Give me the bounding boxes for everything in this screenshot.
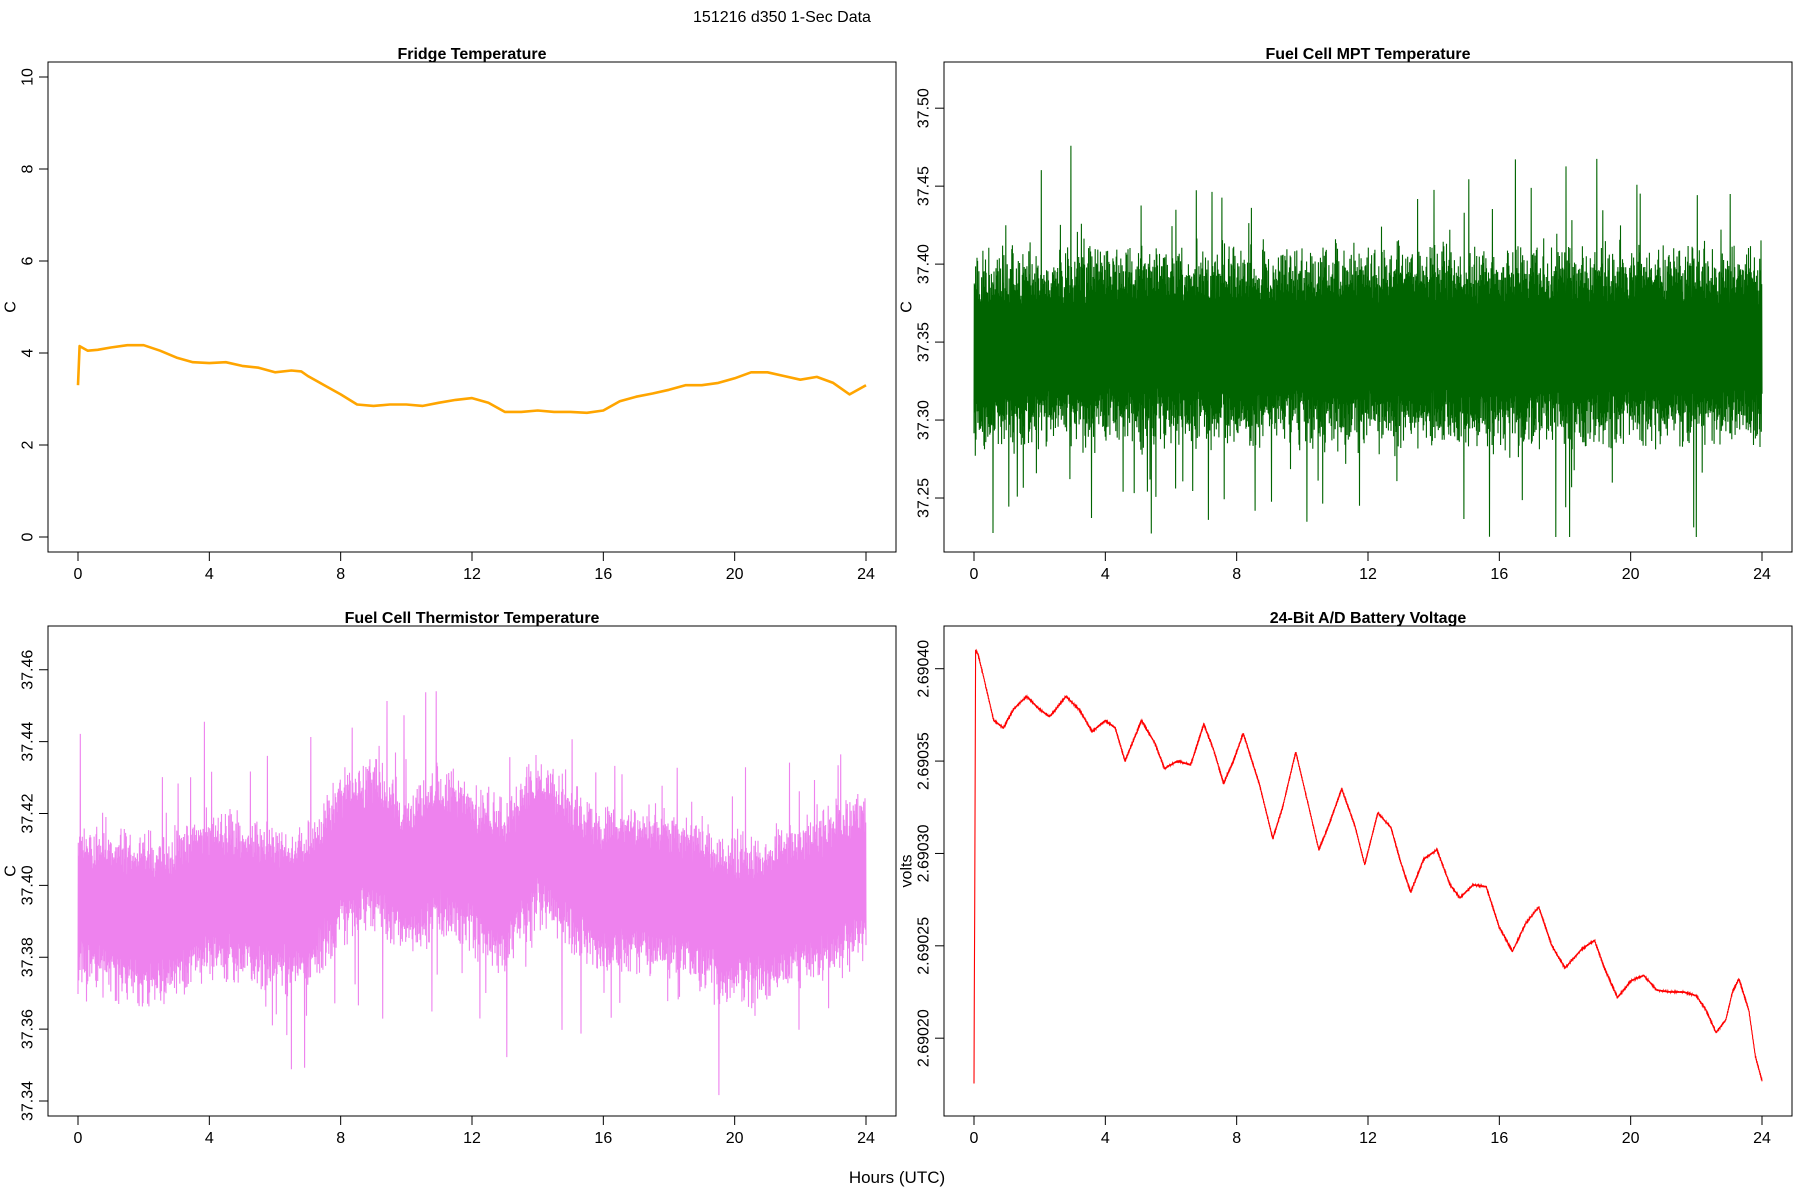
24-bit-a-d-battery-voltage-x-tick-label: 20 — [1622, 1130, 1640, 1147]
fridge-temperature-y-axis-label: C — [3, 301, 20, 313]
24-bit-a-d-battery-voltage-y-tick-label: 2.69020 — [916, 1009, 933, 1067]
24-bit-a-d-battery-voltage-x-tick-label: 16 — [1490, 1130, 1508, 1147]
fuel-cell-thermistor-temperature-y-tick-label: 37.38 — [20, 937, 37, 977]
24-bit-a-d-battery-voltage-x-tick-label: 4 — [1101, 1130, 1110, 1147]
fridge-temperature-title: Fridge Temperature — [397, 46, 546, 63]
fridge-temperature-y-tick-label: 4 — [20, 348, 37, 357]
panel-fuel-cell-mpt-temperature: Fuel Cell MPT Temperature 0 4 8 12 16 20 24 37.2… — [899, 46, 1793, 583]
fuel-cell-mpt-temperature-y-tick-label: 37.45 — [916, 166, 933, 206]
fuel-cell-mpt-temperature-x-tick-label: 0 — [970, 566, 979, 583]
24-bit-a-d-battery-voltage-y-tick-label: 2.69035 — [916, 732, 933, 790]
fuel-cell-thermistor-temperature-x-tick-label: 20 — [726, 1130, 744, 1147]
24-bit-a-d-battery-voltage-x-tick-label: 12 — [1359, 1130, 1377, 1147]
fuel-cell-thermistor-temperature-y-tick-label: 37.42 — [20, 793, 37, 833]
fuel-cell-mpt-temperature-x-tick-label: 4 — [1101, 566, 1110, 583]
panel-battery-voltage: 24-Bit A/D Battery Voltage 0 4 8 12 16 20 24 2.6… — [899, 610, 1793, 1147]
fuel-cell-thermistor-temperature-x-tick-label: 8 — [336, 1130, 345, 1147]
fuel-cell-thermistor-temperature-x-tick-label: 0 — [74, 1130, 83, 1147]
fuel-cell-thermistor-temperature-x-tick-label: 24 — [857, 1130, 875, 1147]
fuel-cell-thermistor-temperature-y-axis-label: C — [3, 865, 20, 877]
fridge-temperature-plot-frame — [47, 61, 897, 553]
24-bit-a-d-battery-voltage-y-axis-label: volts — [899, 855, 916, 888]
fridge-temperature-y-tick-label: 10 — [20, 68, 37, 86]
figure-title: 151216 d350 1-Sec Data — [693, 9, 871, 26]
fuel-cell-thermistor-temperature-y-tick-label: 37.40 — [20, 865, 37, 905]
24-bit-a-d-battery-voltage-series-line — [973, 648, 1763, 1084]
fridge-temperature-x-tick-label: 8 — [336, 566, 345, 583]
fuel-cell-mpt-temperature-x-tick-label: 8 — [1232, 566, 1241, 583]
24-bit-a-d-battery-voltage-title: 24-Bit A/D Battery Voltage — [1270, 610, 1467, 627]
fridge-temperature-x-tick-label: 12 — [463, 566, 481, 583]
fuel-cell-mpt-temperature-y-tick-label: 37.30 — [916, 400, 933, 440]
fridge-temperature-x-tick-label: 24 — [857, 566, 875, 583]
24-bit-a-d-battery-voltage-x-tick-label: 8 — [1232, 1130, 1241, 1147]
24-bit-a-d-battery-voltage-x-tick-label: 24 — [1753, 1130, 1771, 1147]
fridge-temperature-x-tick-label: 20 — [726, 566, 744, 583]
fuel-cell-thermistor-temperature-x-tick-label: 12 — [463, 1130, 481, 1147]
fridge-temperature-y-tick-label: 6 — [20, 256, 37, 265]
fuel-cell-thermistor-temperature-title: Fuel Cell Thermistor Temperature — [345, 610, 600, 627]
fridge-temperature-y-tick-label: 8 — [20, 164, 37, 173]
fuel-cell-mpt-temperature-y-tick-label: 37.35 — [916, 322, 933, 362]
fridge-temperature-series-line — [76, 343, 867, 415]
24-bit-a-d-battery-voltage-y-tick-label: 2.69030 — [916, 824, 933, 882]
fridge-temperature-x-tick-label: 0 — [74, 566, 83, 583]
fridge-temperature-y-tick-label: 2 — [20, 440, 37, 449]
fuel-cell-thermistor-temperature-x-tick-label: 16 — [594, 1130, 612, 1147]
fuel-cell-thermistor-temperature-y-tick-label: 37.34 — [20, 1081, 37, 1121]
panel-fuel-cell-thermistor-temperature: Fuel Cell Thermistor Temperature 0 4 8 12 16 2… — [3, 610, 897, 1147]
fuel-cell-mpt-temperature-x-tick-label: 12 — [1359, 566, 1377, 583]
fuel-cell-mpt-temperature-x-tick-label: 16 — [1490, 566, 1508, 583]
fuel-cell-mpt-temperature-y-tick-label: 37.25 — [916, 478, 933, 518]
24-bit-a-d-battery-voltage-x-tick-label: 0 — [970, 1130, 979, 1147]
fuel-cell-mpt-temperature-x-tick-label: 20 — [1622, 566, 1640, 583]
fuel-cell-mpt-temperature-x-tick-label: 24 — [1753, 566, 1771, 583]
fuel-cell-thermistor-temperature-x-tick-label: 4 — [205, 1130, 214, 1147]
fuel-cell-thermistor-temperature-series-line — [77, 691, 867, 1096]
fridge-temperature-y-tick-label: 0 — [20, 532, 37, 541]
24-bit-a-d-battery-voltage-plot-frame — [943, 625, 1793, 1117]
fridge-temperature-x-tick-label: 4 — [205, 566, 214, 583]
fuel-cell-mpt-temperature-title: Fuel Cell MPT Temperature — [1265, 46, 1470, 63]
fuel-cell-mpt-temperature-y-tick-label: 37.50 — [916, 88, 933, 128]
fuel-cell-mpt-temperature-y-tick-label: 37.40 — [916, 244, 933, 284]
fuel-cell-thermistor-temperature-y-tick-label: 37.46 — [20, 650, 37, 690]
fuel-cell-thermistor-temperature-y-tick-label: 37.44 — [20, 722, 37, 762]
fuel-cell-thermistor-temperature-y-tick-label: 37.36 — [20, 1009, 37, 1049]
fridge-temperature-x-tick-label: 16 — [594, 566, 612, 583]
fuel-cell-mpt-temperature-y-axis-label: C — [899, 301, 916, 313]
24-bit-a-d-battery-voltage-y-tick-label: 2.69040 — [916, 640, 933, 698]
fuel-cell-mpt-temperature-series-line — [973, 145, 1763, 538]
24-bit-a-d-battery-voltage-y-tick-label: 2.69025 — [916, 917, 933, 975]
figure-xlabel: Hours (UTC) — [849, 1168, 945, 1187]
